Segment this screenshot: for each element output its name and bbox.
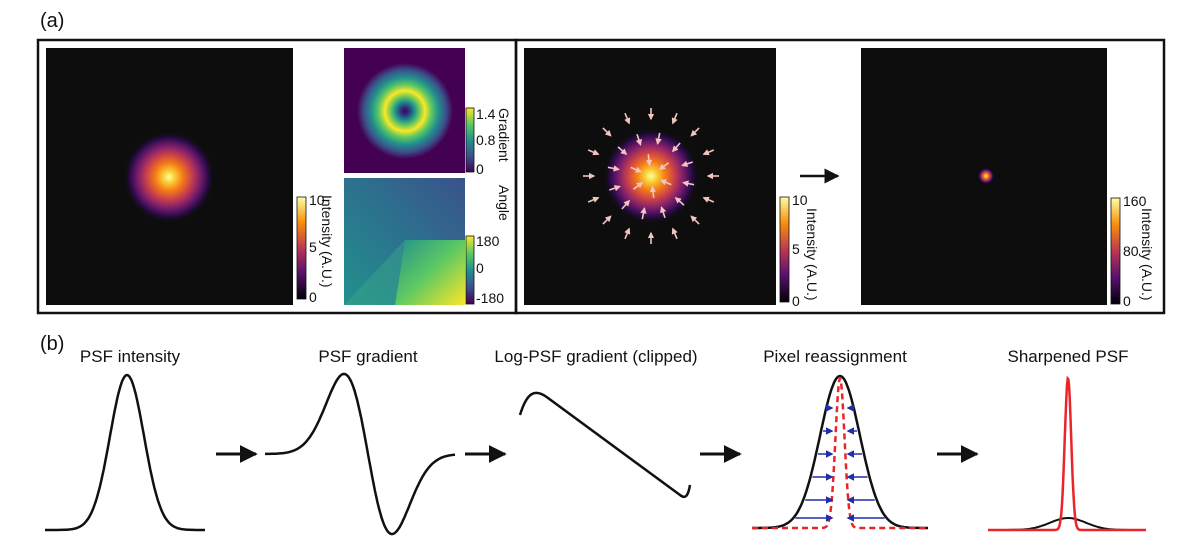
log-psf-gradient-curve bbox=[518, 391, 692, 499]
psf-colorbar: 10 5 0 Intensity (A.U.) bbox=[296, 192, 335, 305]
pixel-reassignment-curve bbox=[752, 374, 928, 530]
psf-intensity-curve bbox=[45, 373, 205, 532]
field-arrow-1-6 bbox=[607, 165, 620, 172]
title-log-psf-gradient: Log-PSF gradient (clipped) bbox=[494, 347, 697, 366]
field-arrow-0-7 bbox=[587, 196, 600, 203]
sharpened-colorbar-tick-max: 160 bbox=[1123, 193, 1147, 209]
field-arrow-0-9 bbox=[587, 149, 600, 156]
field-arrow-1-4 bbox=[621, 199, 631, 210]
panel-b-label: (b) bbox=[40, 333, 64, 355]
psf-intensity-image bbox=[46, 48, 293, 305]
field-arrow-1-0 bbox=[682, 180, 695, 187]
field-arrow-0-15 bbox=[702, 149, 715, 156]
field-arrow-1-10 bbox=[671, 142, 681, 153]
sharpened-psf-curve bbox=[988, 375, 1146, 532]
field-arrow-0-2 bbox=[690, 215, 700, 225]
field-arrow-1-2 bbox=[660, 206, 667, 218]
arrows-colorbar-tick-mid: 5 bbox=[792, 241, 800, 257]
panel-a-label: (a) bbox=[40, 10, 64, 32]
arrows-colorbar-tick-max: 10 bbox=[792, 192, 808, 208]
psf-colorbar-tick-max: 10 bbox=[309, 192, 325, 208]
sharpened-colorbar-title: Intensity (A.U.) bbox=[1139, 208, 1155, 301]
field-arrow-1-11 bbox=[681, 160, 693, 167]
sharpened-colorbar: 160 80 0 Intensity (A.U.) bbox=[1110, 193, 1155, 309]
field-arrow-2-2 bbox=[632, 181, 644, 190]
gradient-angle-image bbox=[344, 178, 465, 305]
field-arrow-1-9 bbox=[655, 132, 662, 145]
field-arrow-2-4 bbox=[645, 154, 653, 167]
gradient-colorbar-title: Gradient bbox=[496, 108, 512, 162]
arrows-colorbar: 10 5 0 Intensity (A.U.) bbox=[779, 192, 820, 309]
field-arrow-1-7 bbox=[617, 146, 628, 156]
field-arrow-2-0 bbox=[659, 179, 672, 186]
field-arrow-0-1 bbox=[702, 196, 715, 203]
title-pixel-reassignment: Pixel reassignment bbox=[763, 347, 907, 366]
sharpened-psf-image bbox=[861, 48, 1107, 305]
sharpened-colorbar-tick-min: 0 bbox=[1123, 293, 1131, 309]
angle-colorbar-title: Angle bbox=[496, 185, 512, 221]
angle-colorbar: 180 0 -180 Angle bbox=[465, 185, 512, 306]
field-arrow-0-3 bbox=[671, 227, 678, 240]
gradient-magnitude-image bbox=[344, 48, 465, 173]
field-arrow-0-6 bbox=[602, 215, 612, 225]
pixel-reassignment-dashed-curve bbox=[752, 377, 928, 530]
psf-colorbar-title: Intensity (A.U.) bbox=[319, 195, 335, 288]
sharpened-psf-plot bbox=[988, 375, 1146, 532]
field-arrow-0-13 bbox=[671, 112, 678, 125]
panel-a-right-frame bbox=[514, 38, 1166, 315]
angle-colorbar-tick-min: -180 bbox=[476, 290, 504, 306]
sharpened-psf-reference-curve bbox=[990, 517, 1145, 531]
title-psf-intensity: PSF intensity bbox=[80, 347, 181, 366]
field-arrow-0-10 bbox=[602, 127, 612, 137]
field-arrow-2-5 bbox=[658, 162, 670, 171]
gradient-field-arrows bbox=[583, 108, 719, 244]
title-sharpened-psf: Sharpened PSF bbox=[1008, 347, 1129, 366]
field-arrow-1-8 bbox=[635, 134, 642, 146]
field-arrow-1-3 bbox=[640, 207, 647, 220]
gradient-colorbar: 1.4 0.8 0 Gradient bbox=[465, 106, 512, 177]
pixel-reassignment-plot bbox=[752, 374, 928, 530]
field-arrow-2-1 bbox=[649, 185, 657, 198]
arrows-colorbar-tick-min: 0 bbox=[792, 293, 800, 309]
sharpened-colorbar-tick-mid: 80 bbox=[1123, 243, 1139, 259]
field-arrow-1-5 bbox=[609, 185, 621, 192]
psf-gradient-curve bbox=[265, 372, 456, 536]
psf-arrows-image bbox=[524, 48, 776, 305]
angle-colorbar-tick-max: 180 bbox=[476, 233, 500, 249]
gradient-colorbar-tick-min: 0 bbox=[476, 161, 484, 177]
arrows-colorbar-title: Intensity (A.U.) bbox=[804, 208, 820, 301]
field-arrow-1-1 bbox=[674, 196, 685, 206]
field-arrow-0-11 bbox=[624, 112, 631, 125]
field-arrow-0-5 bbox=[624, 227, 631, 240]
angle-colorbar-tick-mid: 0 bbox=[476, 260, 484, 276]
gradient-colorbar-tick-mid: 0.8 bbox=[476, 132, 496, 148]
gradient-colorbar-tick-max: 1.4 bbox=[476, 106, 496, 122]
psf-colorbar-tick-min: 0 bbox=[309, 289, 317, 305]
psf-colorbar-tick-mid: 5 bbox=[309, 239, 317, 255]
reassignment-arrows bbox=[795, 404, 885, 522]
title-psf-gradient: PSF gradient bbox=[318, 347, 417, 366]
field-arrow-0-14 bbox=[690, 127, 700, 137]
field-arrow-2-3 bbox=[630, 166, 643, 173]
